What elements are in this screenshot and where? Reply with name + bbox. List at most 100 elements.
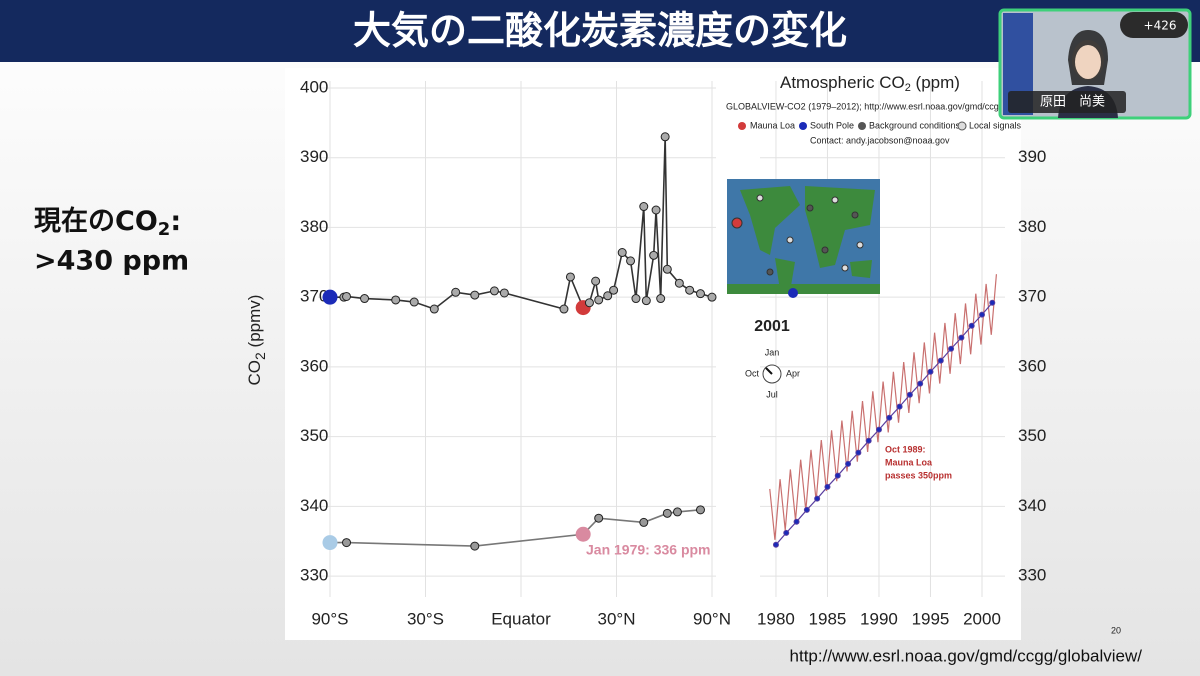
label: 現在のCO — [34, 206, 158, 237]
x-tick-label: 1995 — [912, 609, 950, 628]
data-point — [958, 334, 965, 341]
annotation: Jan 1979: 336 ppm — [586, 542, 711, 558]
data-point — [641, 296, 651, 306]
y-tick-label: 360 — [1018, 356, 1046, 375]
data-point — [824, 483, 831, 490]
data-point — [772, 541, 779, 548]
data-point — [559, 304, 569, 314]
data-point — [609, 285, 619, 295]
data-point — [391, 295, 401, 305]
data-point — [906, 391, 913, 398]
series-line — [775, 302, 993, 546]
y-tick-label: 340 — [1018, 496, 1046, 515]
data-point — [451, 287, 461, 297]
data-point — [651, 205, 661, 215]
data-point — [917, 380, 924, 387]
y-tick-label: 380 — [300, 217, 328, 236]
name-tag — [1008, 91, 1126, 113]
y-tick-label: 380 — [1018, 217, 1046, 236]
data-point — [342, 291, 352, 301]
y-axis-label: CO2 (ppmv) — [245, 295, 267, 386]
data-point — [927, 368, 934, 375]
data-point — [793, 518, 800, 525]
participants-badge[interactable] — [1120, 12, 1188, 38]
x-tick-label: 90°N — [693, 609, 731, 628]
data-point — [656, 294, 666, 304]
data-point — [937, 357, 944, 364]
data-point — [662, 508, 672, 518]
data-point — [948, 345, 955, 352]
annotation: Oct 1989: — [885, 444, 926, 454]
series-line — [769, 274, 998, 540]
data-point — [639, 202, 649, 212]
figure-title: Atmospheric CO2 (ppm) — [780, 73, 960, 93]
data-point — [603, 291, 613, 301]
annotation: Mauna Loa — [885, 457, 933, 467]
y-tick-label: 370 — [1018, 287, 1046, 306]
data-point — [591, 276, 601, 286]
data-point — [429, 304, 439, 314]
data-point — [695, 505, 705, 515]
data-point — [672, 507, 682, 517]
y-tick-label: 390 — [1018, 147, 1046, 166]
data-point — [886, 414, 893, 421]
data-point — [865, 437, 872, 444]
data-point — [989, 299, 996, 306]
x-tick-label: 1980 — [757, 609, 795, 628]
data-point — [342, 538, 352, 548]
data-point — [575, 526, 591, 542]
data-point — [896, 403, 903, 410]
y-tick-label: 340 — [300, 496, 328, 515]
y-tick-label: 330 — [1018, 566, 1046, 585]
data-point — [626, 256, 636, 266]
data-point — [978, 311, 985, 318]
contact: Contact: andy.jacobson@noaa.gov — [810, 135, 950, 145]
url: http://www.esrl.noaa.gov/gmd/ccgg/global… — [790, 646, 1143, 665]
data-point — [360, 294, 370, 304]
y-tick-label: 370 — [300, 287, 328, 306]
charts: 330 340 350 360 370 380 390 400 90°S 30°S Equator 3… — [300, 77, 1046, 628]
data-point — [875, 426, 882, 433]
current-co2-value: >430 ppm — [34, 246, 189, 277]
data-point — [594, 513, 604, 523]
data-point — [470, 290, 480, 300]
label: Atmospheric CO — [780, 73, 905, 92]
x-tick-label: 1990 — [860, 609, 898, 628]
data-point — [707, 292, 717, 302]
legend-swatch — [799, 122, 807, 130]
data-point — [565, 272, 575, 282]
data-point — [594, 295, 604, 305]
data-point — [617, 248, 627, 258]
label: CO — [245, 360, 264, 386]
participant-name: 原田 尚美 — [1040, 95, 1105, 110]
data-point — [470, 541, 480, 551]
legend-swatch — [957, 121, 967, 131]
data-point — [662, 264, 672, 274]
legend-entry: South Pole — [810, 120, 854, 130]
data-point — [968, 322, 975, 329]
slide-title: 大気の二酸化炭素濃度の変化 — [353, 9, 847, 53]
data-point — [695, 289, 705, 299]
x-tick-label: 30°S — [407, 609, 444, 628]
data-point — [674, 278, 684, 288]
label: (ppmv) — [245, 295, 264, 353]
y-tick-label: 400 — [300, 77, 328, 96]
participants-count: +426 — [1144, 19, 1177, 33]
month: Jul — [766, 389, 778, 399]
data-point — [322, 289, 338, 305]
source: GLOBALVIEW-CO2 (1979–2012); http://www.e… — [726, 101, 1049, 111]
x-tick-label: 30°N — [598, 609, 636, 628]
data-point — [649, 250, 659, 260]
y-tick-label: 350 — [300, 426, 328, 445]
data-point — [834, 472, 841, 479]
data-point — [409, 297, 419, 307]
sub: 2 — [158, 219, 171, 240]
legend-entry: Mauna Loa — [750, 120, 795, 130]
month: Oct — [745, 368, 760, 378]
sub: 2 — [252, 352, 268, 360]
data-point — [631, 294, 641, 304]
legend-entry: Background conditions — [869, 120, 961, 130]
y-tick-label: 330 — [300, 566, 328, 585]
data-point — [322, 535, 338, 551]
